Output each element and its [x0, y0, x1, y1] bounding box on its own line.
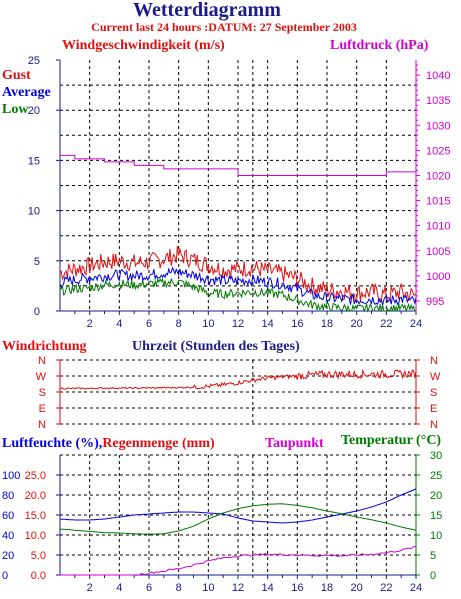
humidity-x-tick-label: 14	[262, 582, 274, 594]
pressure-y-tick-label: 1040	[426, 70, 450, 82]
wind-x-tick-label: 18	[321, 318, 333, 330]
humidity-x-tick-label: 16	[291, 582, 303, 594]
wind-x-tick-label: 4	[116, 318, 122, 330]
pressure-y-tick-label: 1010	[426, 221, 450, 233]
pressure-y-tick-label: 995	[426, 296, 444, 308]
wind-x-tick-label: 24	[410, 318, 422, 330]
humidity-y-tick-label: 100	[2, 470, 20, 482]
rain-label: Regenmenge (mm)	[102, 436, 215, 451]
chart-panels: 0510152025995100010051010101510201025103…	[2, 55, 450, 594]
humidity-x-tick-label: 18	[321, 582, 333, 594]
low-wind-line	[60, 277, 416, 313]
average-wind-line	[59, 266, 417, 306]
humidity-x-tick-label: 8	[176, 582, 182, 594]
wind-direction-label: Windrichtung	[2, 339, 87, 354]
pressure-y-tick-label: 1035	[426, 95, 450, 107]
wind-y-tick-label: 15	[28, 155, 40, 167]
direction-y-tick-label-left: S	[39, 387, 46, 399]
wind-x-tick-label: 16	[291, 318, 303, 330]
humidity-x-tick-label: 4	[116, 582, 122, 594]
humidity-x-tick-label: 20	[351, 582, 363, 594]
humidity-x-tick-label: 10	[202, 582, 214, 594]
dewpoint-label: Taupunkt	[265, 436, 324, 451]
pressure-y-tick-label: 1005	[426, 246, 450, 258]
humidity-y-tick-label: 60	[2, 510, 14, 522]
pressure-y-tick-label: 1020	[426, 170, 450, 182]
gust-wind-line	[59, 246, 417, 303]
wind-x-tick-label: 2	[87, 318, 93, 330]
wind-y-tick-label: 20	[28, 105, 40, 117]
pressure-line	[60, 154, 416, 176]
humidity-y-tick-label: 80	[2, 490, 14, 502]
wind-direction-line	[59, 368, 417, 390]
pressure-y-tick-label: 1030	[426, 120, 450, 132]
humidity-x-tick-label: 2	[87, 582, 93, 594]
wind-x-tick-label: 14	[262, 318, 274, 330]
rain-y-tick-label: 20.0	[25, 490, 46, 502]
wind-y-tick-label: 10	[28, 206, 40, 218]
legend-gust: Gust	[2, 68, 31, 83]
legend-average: Average	[2, 85, 51, 100]
luftfeuchte-line	[59, 488, 417, 524]
rain-y-tick-label: 25.0	[25, 470, 46, 482]
direction-y-tick-label-right: E	[430, 403, 437, 415]
wind-x-tick-label: 20	[351, 318, 363, 330]
humidity-label: Luftfeuchte (%),	[2, 436, 102, 451]
wind-x-tick-label: 6	[146, 318, 152, 330]
taupunkt-line	[60, 546, 417, 576]
wind-x-tick-label: 8	[176, 318, 182, 330]
time-axis-label: Uhrzeit (Stunden des Tages)	[132, 339, 300, 354]
temperatur-line	[59, 503, 417, 535]
chart-subtitle: Current last 24 hours :DATUM: 27 Septemb…	[91, 20, 357, 34]
direction-y-tick-label-right: N	[430, 419, 438, 431]
pressure-y-tick-label: 1000	[426, 271, 450, 283]
temperature-label: Temperatur (°C)	[341, 433, 441, 448]
humidity-x-tick-label: 22	[380, 582, 392, 594]
humidity-x-tick-label: 12	[232, 582, 244, 594]
direction-y-tick-label-right: S	[430, 387, 437, 399]
direction-y-tick-label-left: W	[36, 371, 47, 383]
pressure-y-tick-label: 1025	[426, 145, 450, 157]
temperature-y-tick-label: 20	[430, 490, 442, 502]
pressure-axis-label: Luftdruck (hPa)	[330, 38, 429, 53]
rain-y-tick-label: 0.0	[31, 570, 46, 582]
direction-y-tick-label-left: N	[38, 419, 46, 431]
direction-y-tick-label-left: E	[39, 403, 46, 415]
direction-y-tick-label-left: N	[38, 355, 46, 367]
rain-y-tick-label: 5.0	[31, 550, 46, 562]
rain-y-tick-label: 10.0	[25, 530, 46, 542]
chart-title: Wetterdiagramm	[133, 0, 281, 21]
wind-y-tick-label: 0	[34, 306, 40, 318]
wind-y-tick-label: 5	[34, 256, 40, 268]
humidity-rain-label: Luftfeuchte (%),Regenmenge (mm)	[2, 436, 215, 451]
wind-y-tick-label: 25	[28, 55, 40, 67]
legend-low: Low	[2, 102, 29, 117]
temperature-y-tick-label: 10	[430, 530, 442, 542]
wind-x-tick-label: 10	[202, 318, 214, 330]
humidity-y-tick-label: 40	[2, 530, 14, 542]
humidity-y-tick-label: 0	[2, 570, 8, 582]
humidity-x-tick-label: 6	[146, 582, 152, 594]
rain-y-tick-label: 15.0	[25, 510, 46, 522]
direction-y-tick-label-right: W	[430, 371, 441, 383]
humidity-y-tick-label: 20	[2, 550, 14, 562]
humidity-x-tick-label: 24	[410, 582, 422, 594]
wind-x-tick-label: 12	[232, 318, 244, 330]
temperature-y-tick-label: 5	[430, 550, 436, 562]
pressure-y-tick-label: 1015	[426, 196, 450, 208]
temperature-y-tick-label: 30	[430, 450, 442, 462]
temperature-y-tick-label: 15	[430, 510, 442, 522]
wind-x-tick-label: 22	[380, 318, 392, 330]
direction-y-tick-label-right: N	[430, 355, 438, 367]
temperature-y-tick-label: 25	[430, 470, 442, 482]
wind-speed-axis-label: Windgeschwindigkeit (m/s)	[62, 38, 225, 53]
temperature-y-tick-label: 0	[430, 570, 436, 582]
